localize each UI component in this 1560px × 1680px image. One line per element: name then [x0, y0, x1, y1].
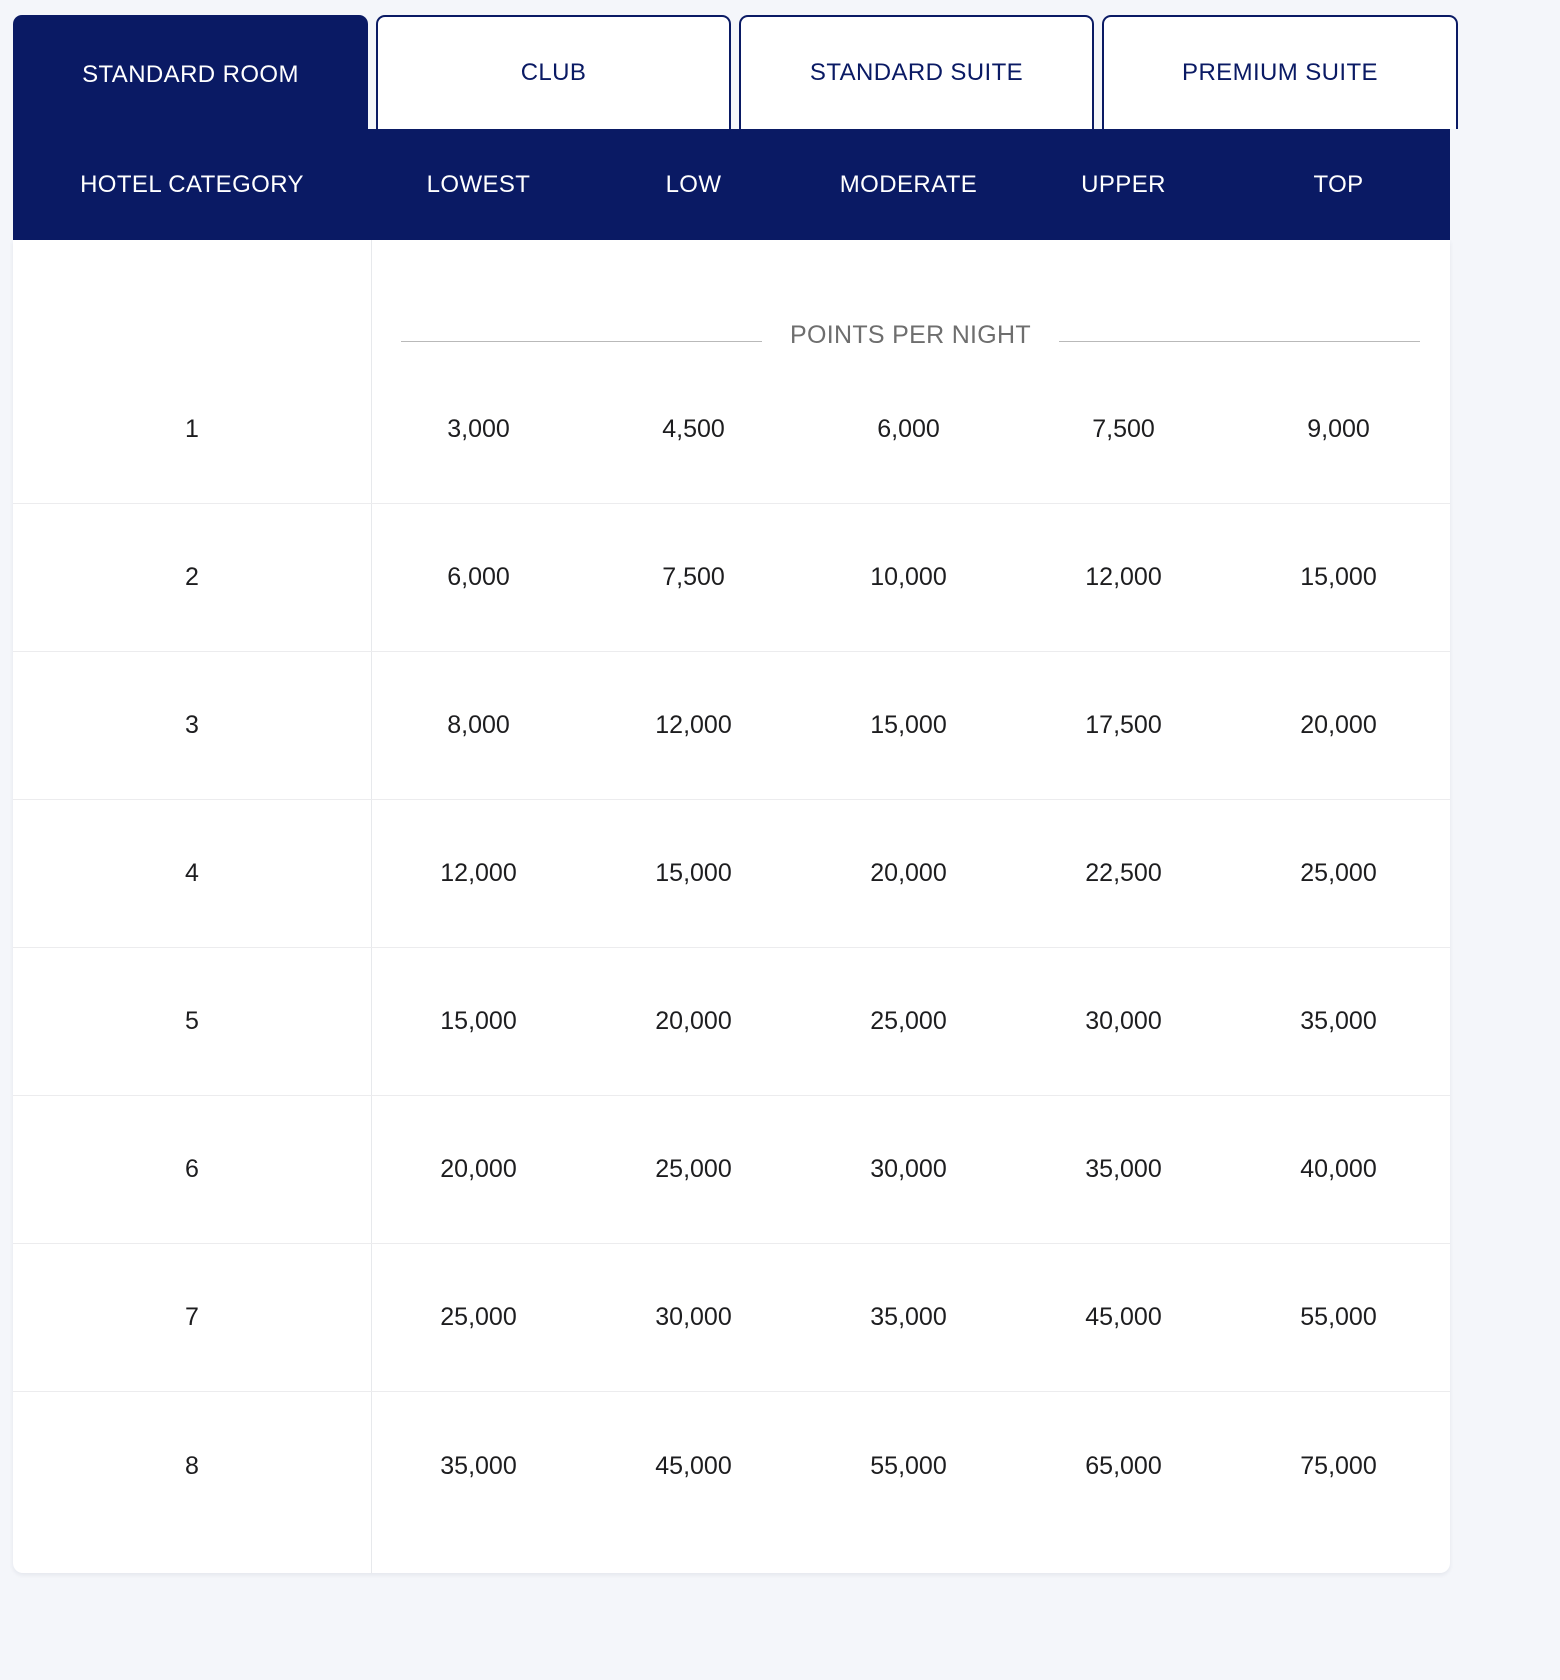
points-per-night-rule-right: [1058, 341, 1420, 342]
cell-low: 30,000: [655, 1303, 732, 1331]
column-header-low: LOW: [665, 170, 722, 198]
award-chart-table: POINTS PER NIGHT 1 3,000 4,500 6,000 7,500 9,…: [13, 240, 1450, 1573]
tab-standard-room-label: STANDARD ROOM: [82, 60, 299, 88]
table-row: 4 12,000 15,000 20,000 22,500 25,000: [13, 800, 1450, 948]
cell-hotel-category: 5: [185, 1007, 199, 1035]
table-row: 2 6,000 7,500 10,000 12,000 15,000: [13, 504, 1450, 652]
column-header-lowest: LOWEST: [426, 170, 531, 198]
cell-lowest: 8,000: [447, 711, 510, 739]
cell-hotel-category: 8: [185, 1451, 199, 1480]
points-per-night-label: POINTS PER NIGHT: [790, 321, 1031, 349]
tab-premium-suite-label: PREMIUM SUITE: [1182, 59, 1378, 86]
tab-premium-suite[interactable]: PREMIUM SUITE: [1102, 15, 1458, 129]
cell-low: 4,500: [662, 415, 725, 443]
cell-top: 20,000: [1300, 711, 1377, 739]
cell-hotel-category: 3: [185, 711, 199, 739]
cell-moderate: 15,000: [870, 711, 947, 739]
column-header-hotel-category: HOTEL CATEGORY: [80, 170, 304, 198]
cell-top: 55,000: [1300, 1303, 1377, 1331]
cell-upper: 45,000: [1085, 1303, 1162, 1331]
cell-low: 15,000: [655, 859, 732, 887]
column-header-upper: UPPER: [1081, 170, 1166, 198]
table-row: 1 3,000 4,500 6,000 7,500 9,000: [13, 356, 1450, 504]
cell-top: 25,000: [1300, 859, 1377, 887]
cell-hotel-category: 4: [185, 859, 199, 887]
column-header-top: TOP: [1313, 170, 1364, 198]
cell-hotel-category: 6: [185, 1155, 199, 1183]
cell-upper: 12,000: [1085, 563, 1162, 591]
cell-lowest: 3,000: [447, 415, 510, 443]
cell-lowest: 35,000: [440, 1451, 517, 1480]
cell-hotel-category: 1: [185, 415, 199, 443]
cell-moderate: 30,000: [870, 1155, 947, 1183]
room-type-tabs: STANDARD ROOM CLUB STANDARD SUITE PREMIU…: [13, 15, 1458, 134]
tab-standard-suite-label: STANDARD SUITE: [809, 59, 1024, 86]
cell-low: 12,000: [655, 711, 732, 739]
table-row: 3 8,000 12,000 15,000 17,500 20,000: [13, 652, 1450, 800]
cell-upper: 22,500: [1085, 859, 1162, 887]
cell-top: 9,000: [1307, 415, 1370, 443]
cell-moderate: 10,000: [870, 563, 947, 591]
points-per-night-rule-left: [401, 341, 763, 342]
cell-lowest: 12,000: [440, 859, 517, 887]
tab-club-label: CLUB: [520, 59, 587, 86]
tab-standard-room[interactable]: STANDARD ROOM: [13, 15, 368, 134]
table-body: 1 3,000 4,500 6,000 7,500 9,000 2 6,000 7,500 10,…: [13, 356, 1450, 1573]
cell-top: 40,000: [1300, 1155, 1377, 1183]
cell-moderate: 35,000: [870, 1303, 947, 1331]
cell-upper: 65,000: [1085, 1451, 1162, 1480]
cell-hotel-category: 7: [185, 1303, 199, 1331]
cell-moderate: 55,000: [870, 1451, 947, 1480]
cell-lowest: 6,000: [447, 563, 510, 591]
cell-low: 25,000: [655, 1155, 732, 1183]
table-row: 7 25,000 30,000 35,000 45,000 55,000: [13, 1244, 1450, 1392]
cell-low: 20,000: [655, 1007, 732, 1035]
cell-moderate: 20,000: [870, 859, 947, 887]
cell-top: 35,000: [1300, 1007, 1377, 1035]
cell-top: 75,000: [1300, 1451, 1377, 1480]
cell-moderate: 6,000: [877, 415, 940, 443]
table-column-header: HOTEL CATEGORY LOWEST LOW MODERATE UPPER…: [13, 129, 1450, 240]
cell-lowest: 20,000: [440, 1155, 517, 1183]
cell-upper: 7,500: [1092, 415, 1155, 443]
cell-low: 45,000: [655, 1451, 732, 1480]
category-column-divider: [371, 240, 372, 1573]
cell-lowest: 15,000: [440, 1007, 517, 1035]
cell-top: 15,000: [1300, 563, 1377, 591]
table-row: 6 20,000 25,000 30,000 35,000 40,000: [13, 1096, 1450, 1244]
cell-upper: 17,500: [1085, 711, 1162, 739]
tab-club[interactable]: CLUB: [376, 15, 731, 129]
column-header-moderate: MODERATE: [839, 170, 978, 198]
points-per-night-header: POINTS PER NIGHT: [371, 240, 1450, 356]
cell-hotel-category: 2: [185, 563, 199, 591]
cell-upper: 30,000: [1085, 1007, 1162, 1035]
table-row: 5 15,000 20,000 25,000 30,000 35,000: [13, 948, 1450, 1096]
cell-lowest: 25,000: [440, 1303, 517, 1331]
cell-upper: 35,000: [1085, 1155, 1162, 1183]
table-row: 8 35,000 45,000 55,000 65,000 75,000: [13, 1392, 1450, 1540]
cell-moderate: 25,000: [870, 1007, 947, 1035]
tab-standard-suite[interactable]: STANDARD SUITE: [739, 15, 1094, 129]
cell-low: 7,500: [662, 563, 725, 591]
